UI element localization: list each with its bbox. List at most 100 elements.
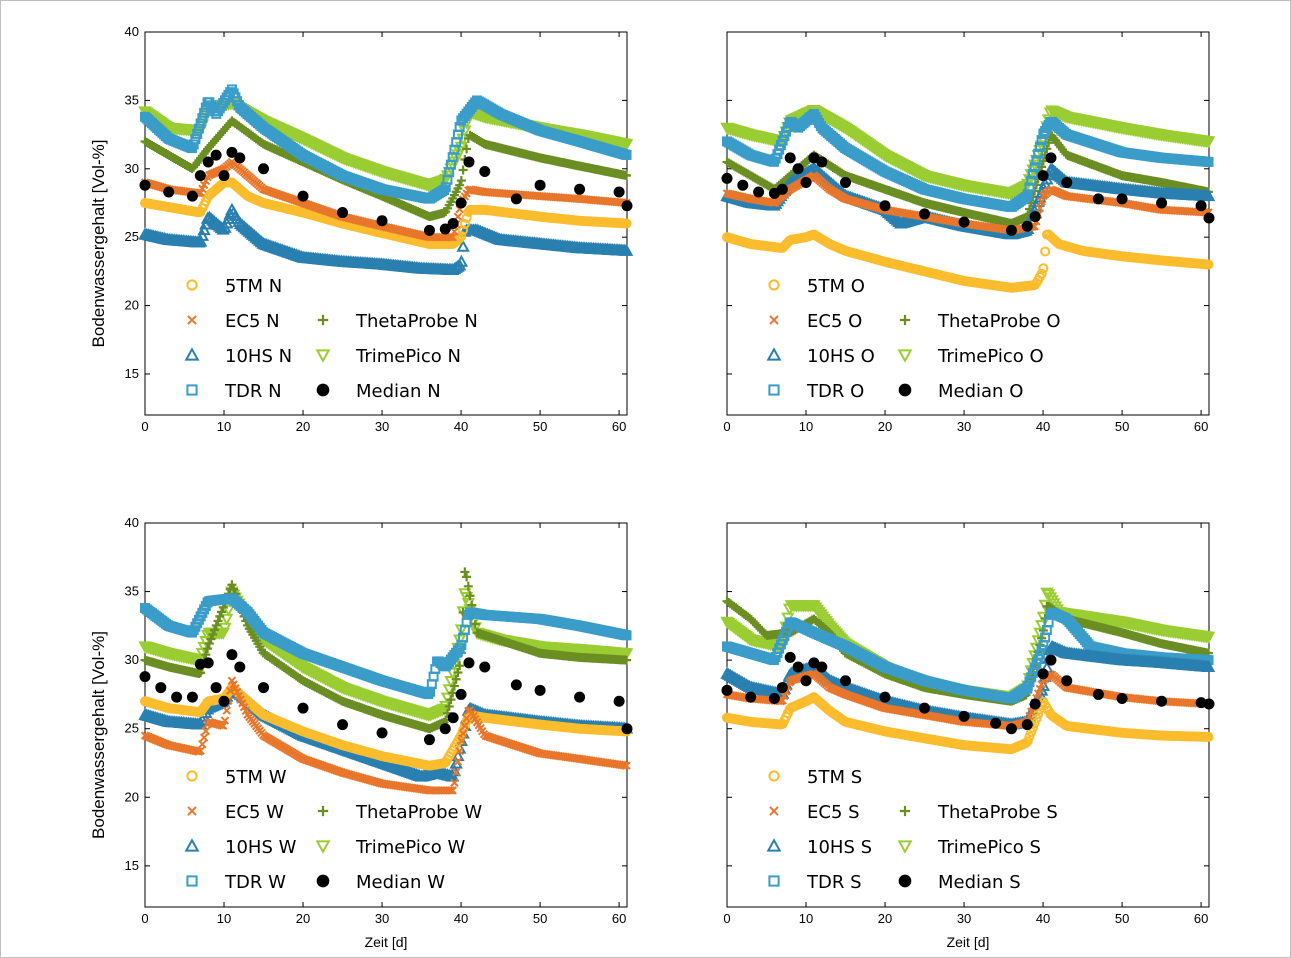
data-point: [455, 197, 467, 209]
data-point: [1037, 170, 1049, 182]
series-5tm: [722, 229, 1214, 293]
x-tick-label: 60: [612, 419, 626, 434]
data-point: [619, 139, 634, 152]
x-tick-label: 0: [723, 419, 730, 434]
legend-label-10hs: 10HS O: [807, 346, 875, 367]
x-tick-label: 50: [1115, 419, 1129, 434]
legend-label-trimepico: TrimePico N: [355, 346, 461, 367]
data-point: [1156, 197, 1168, 209]
data-point: [197, 223, 211, 236]
legend-label-tdr: TDR O: [806, 381, 864, 402]
x-tick-label: 60: [612, 911, 626, 926]
data-point: [456, 231, 467, 242]
y-tick-label: 35: [125, 584, 139, 599]
data-point: [448, 232, 457, 242]
data-point: [879, 200, 891, 212]
legend-marker-10hs: [184, 347, 200, 361]
panel-w: 0 10 20 30 40 50 60152025303540Bodenwassergeha…: [89, 515, 634, 950]
y-tick-label: 15: [125, 366, 139, 381]
data-point: [193, 234, 208, 247]
legend-marker-5tm: [186, 279, 198, 291]
legend-marker-median: [898, 383, 912, 397]
y-tick-label: 35: [125, 92, 139, 107]
x-tick-label: 0: [141, 911, 148, 926]
data-point: [1195, 200, 1207, 212]
data-point: [210, 149, 222, 161]
legend-marker-tdr: [186, 384, 198, 396]
data-point: [463, 156, 475, 168]
x-tick-label: 30: [375, 911, 389, 926]
data-point: [510, 193, 522, 205]
series-10hs: [138, 202, 634, 275]
data-point: [1116, 193, 1128, 205]
x-tick-label: 20: [296, 419, 310, 434]
data-point: [192, 128, 203, 139]
x-tick-label: 0: [141, 419, 148, 434]
data-point: [737, 179, 749, 191]
x-tick-label: 10: [217, 419, 231, 434]
x-tick-label: 10: [217, 911, 231, 926]
legend-label-5tm: 5TM N: [225, 276, 282, 297]
data-point: [919, 208, 931, 220]
data-point: [800, 176, 812, 188]
y-tick-label: 20: [125, 789, 139, 804]
data-point: [234, 152, 246, 164]
legend-marker-median: [316, 383, 330, 397]
data-point: [1061, 176, 1073, 188]
data-point: [613, 186, 625, 198]
data-point: [1203, 212, 1215, 224]
legend-label-median: Median N: [356, 381, 441, 402]
data-point: [1092, 193, 1104, 205]
data-point: [1040, 246, 1051, 257]
y-axis-label: Bodenwassergehalt [Vol-%]: [89, 631, 108, 839]
legend-marker-thetaprobe: [899, 314, 911, 326]
y-tick-label: 40: [125, 24, 139, 39]
legend-label-ec5: EC5 O: [807, 311, 862, 332]
x-tick-label: 60: [1194, 419, 1208, 434]
data-point: [197, 113, 208, 124]
data-point: [1021, 220, 1033, 232]
data-point: [455, 180, 465, 190]
legend-label-10hs: 10HS N: [225, 346, 292, 367]
data-point: [792, 163, 804, 175]
data-point: [460, 567, 470, 577]
legend-label-median: Median O: [938, 381, 1023, 402]
data-point: [198, 739, 207, 749]
y-tick-label: 25: [125, 721, 139, 736]
series-tdr: [140, 84, 632, 204]
data-point: [458, 225, 469, 236]
legend-marker-5tm: [768, 279, 780, 291]
data-point: [479, 166, 491, 178]
data-point: [574, 183, 586, 195]
legend-marker-trimepico: [897, 349, 913, 363]
x-tick-label: 40: [454, 911, 468, 926]
data-point: [461, 213, 472, 224]
data-point: [621, 218, 632, 229]
data-point: [188, 139, 199, 150]
data-point: [199, 733, 209, 742]
data-point: [423, 224, 435, 236]
legend-marker-trimepico: [315, 349, 331, 363]
legend-marker-tdr: [768, 384, 780, 396]
data-point: [222, 706, 231, 715]
data-point: [258, 163, 270, 175]
legend-label-thetaprobe: ThetaProbe N: [355, 311, 478, 332]
data-point: [458, 165, 468, 175]
data-point: [459, 219, 470, 230]
panel-n: 0 10 20 30 40 50 60152025303540Bodenwassergeha…: [89, 24, 634, 434]
data-point: [753, 186, 765, 198]
x-tick-label: 30: [957, 419, 971, 434]
legend-marker-ec5: [187, 315, 197, 325]
data-point: [218, 170, 230, 182]
x-tick-label: 40: [1036, 419, 1050, 434]
data-point: [450, 227, 459, 236]
x-tick-label: 50: [533, 911, 547, 926]
y-tick-label: 15: [125, 858, 139, 873]
data-point: [195, 228, 210, 241]
data-point: [721, 172, 733, 184]
legend-label-thetaprobe: ThetaProbe O: [937, 311, 1061, 332]
